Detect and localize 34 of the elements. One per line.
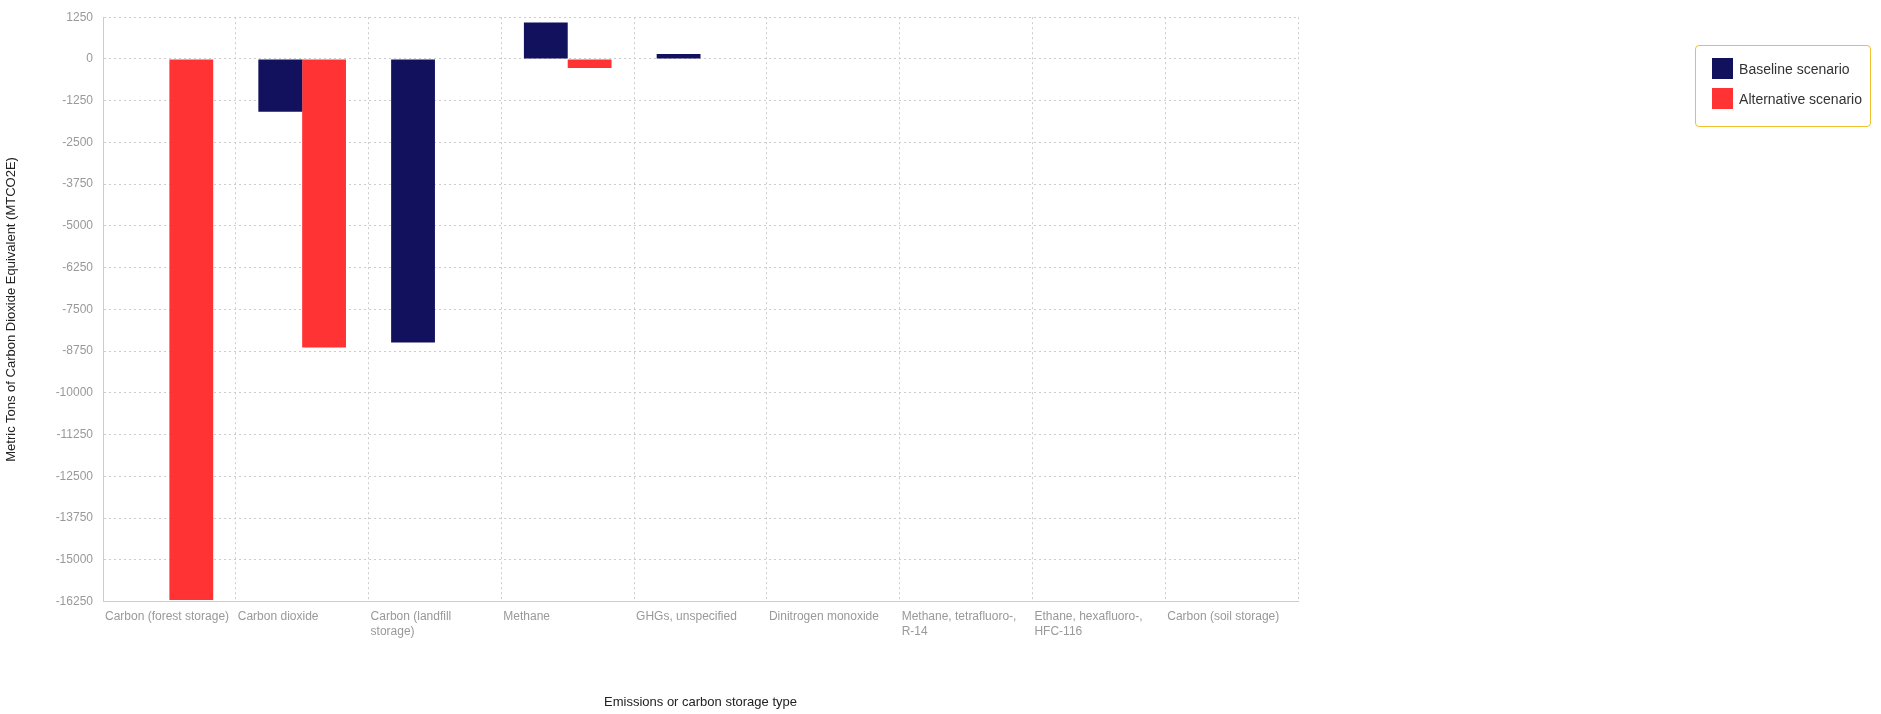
bar <box>567 59 612 68</box>
bar <box>302 59 346 348</box>
y-tick-label: 1250 <box>66 9 94 24</box>
y-tick-label: -2500 <box>62 134 94 149</box>
y-tick-label: -5000 <box>62 218 94 233</box>
y-tick-label: -6250 <box>62 259 94 274</box>
bar <box>391 59 435 343</box>
x-tick-label: Carbon (landfill storage) <box>370 609 452 638</box>
bar <box>258 59 303 112</box>
legend-label: Alternative scenario <box>1739 90 1862 107</box>
y-tick-label: -7500 <box>62 301 94 316</box>
x-tick-label: GHGs, unspecified <box>636 609 737 624</box>
y-tick-label: -12500 <box>55 468 94 483</box>
x-tick-label: Carbon dioxide <box>237 609 319 624</box>
y-tick-label: -11250 <box>56 426 94 441</box>
x-tick-label: Carbon (soil storage) <box>1167 609 1280 624</box>
y-tick-label: 0 <box>86 51 94 66</box>
bar <box>169 59 214 600</box>
x-tick-label: Carbon (forest storage) <box>105 609 230 624</box>
y-tick-label: -15000 <box>55 552 94 567</box>
x-tick-label: Methane, tetrafluoro-, R-14 <box>901 609 1017 638</box>
y-tick-label: -3750 <box>62 176 94 191</box>
bar <box>523 22 568 59</box>
x-tick-label: Ethane, hexafluoro-, HFC-116 <box>1034 609 1143 638</box>
x-tick-label: Methane <box>503 609 551 624</box>
x-axis-title: Emissions or carbon storage type <box>604 693 797 709</box>
y-axis-title: Metric Tons of Carbon Dioxide Equivalent (MTCO2E) <box>3 157 19 462</box>
y-tick-label: -8750 <box>62 343 94 358</box>
y-tick-label: -1250 <box>62 93 94 107</box>
x-tick-label: Dinitrogen monoxide <box>768 609 880 624</box>
y-tick-label: -10000 <box>55 385 94 400</box>
y-tick-label: -16250 <box>55 593 94 608</box>
y-tick-label: -13750 <box>55 510 94 525</box>
legend-label: Baseline scenario <box>1739 60 1850 77</box>
